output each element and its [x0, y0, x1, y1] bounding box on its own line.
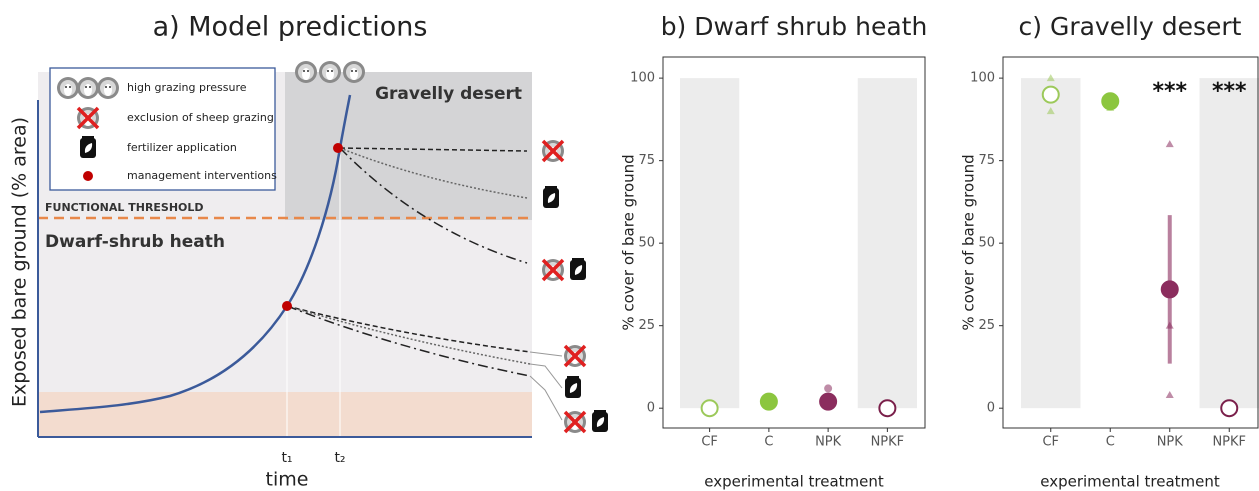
y-tick-label: 0 [987, 401, 995, 416]
x-tick-label: NPK [815, 435, 842, 450]
scenario-icons [542, 140, 608, 433]
raw-point [824, 384, 832, 392]
x-tick-label: NPK [1157, 435, 1184, 450]
x-axis-label: time [266, 469, 309, 491]
y-axis-label: % cover of bare ground [620, 154, 638, 330]
heath-label: Dwarf-shrub heath [45, 232, 225, 252]
x-tick-label: t₁ [281, 450, 292, 466]
y-tick-label: 50 [978, 236, 995, 251]
y-axis-label: Exposed bare ground (% area) [9, 117, 31, 407]
significance: *** [1212, 79, 1247, 104]
raw-point [1166, 140, 1174, 147]
mean-point [761, 394, 777, 410]
y-tick-label: 0 [647, 401, 655, 416]
x-axis-label: experimental treatment [704, 473, 884, 491]
y-tick-label: 75 [638, 153, 655, 168]
y-tick-label: 50 [638, 236, 655, 251]
intervention-point [282, 301, 292, 311]
x-axis-label: experimental treatment [1040, 473, 1220, 491]
raw-point [1166, 391, 1174, 398]
y-tick-label: 25 [978, 318, 995, 333]
category-shade [680, 78, 739, 408]
x-tick-label: NPKF [1212, 435, 1246, 450]
mean-point [702, 400, 718, 416]
connectors [530, 352, 562, 420]
x-tick-label: C [1106, 435, 1115, 450]
x-tick-label: t₂ [334, 450, 345, 466]
legend-label: management interventions [127, 169, 277, 182]
mean-point [1162, 281, 1178, 297]
panel-title: a) Model predictions [153, 12, 428, 43]
legend-label: fertilizer application [127, 141, 237, 154]
x-tick-label: C [764, 435, 773, 450]
y-axis-label: % cover of bare ground [960, 154, 978, 330]
desert-label: Gravelly desert [375, 84, 522, 104]
chart-title: c) Gravelly desert [1019, 12, 1242, 41]
x-tick-label: NPKF [871, 435, 905, 450]
significance: *** [1152, 79, 1187, 104]
legend-label: exclusion of sheep grazing [127, 111, 274, 124]
threshold-label: FUNCTIONAL THRESHOLD [45, 201, 204, 214]
mean-point [820, 394, 836, 410]
mean-point [1043, 87, 1059, 103]
x-tick-label: CF [701, 435, 718, 450]
chart-title: b) Dwarf shrub heath [661, 12, 928, 41]
panel-a: a) Model predictions FUNCTIONAL THRESHOL… [9, 12, 609, 491]
category-shade [1200, 78, 1259, 408]
category-shade [858, 78, 917, 408]
figure: a) Model predictions FUNCTIONAL THRESHOL… [0, 0, 1259, 491]
y-tick-label: 75 [978, 153, 995, 168]
mean-point [1102, 93, 1118, 109]
intervention-point [333, 143, 343, 153]
mean-point [879, 400, 895, 416]
raw-point [1047, 74, 1055, 81]
top-sheep [295, 61, 365, 83]
y-tick-label: 100 [970, 71, 995, 86]
mean-point [1221, 400, 1237, 416]
x-tick-label: CF [1042, 435, 1059, 450]
category-shade [1021, 78, 1081, 408]
y-tick-label: 25 [638, 318, 655, 333]
y-tick-label: 100 [630, 71, 655, 86]
baseline-region [38, 392, 532, 437]
legend-label: high grazing pressure [127, 81, 247, 94]
charts: 0 25 50 75 100 CF C NPK NPKF b) Dwarf shrub heath… [620, 12, 1259, 491]
